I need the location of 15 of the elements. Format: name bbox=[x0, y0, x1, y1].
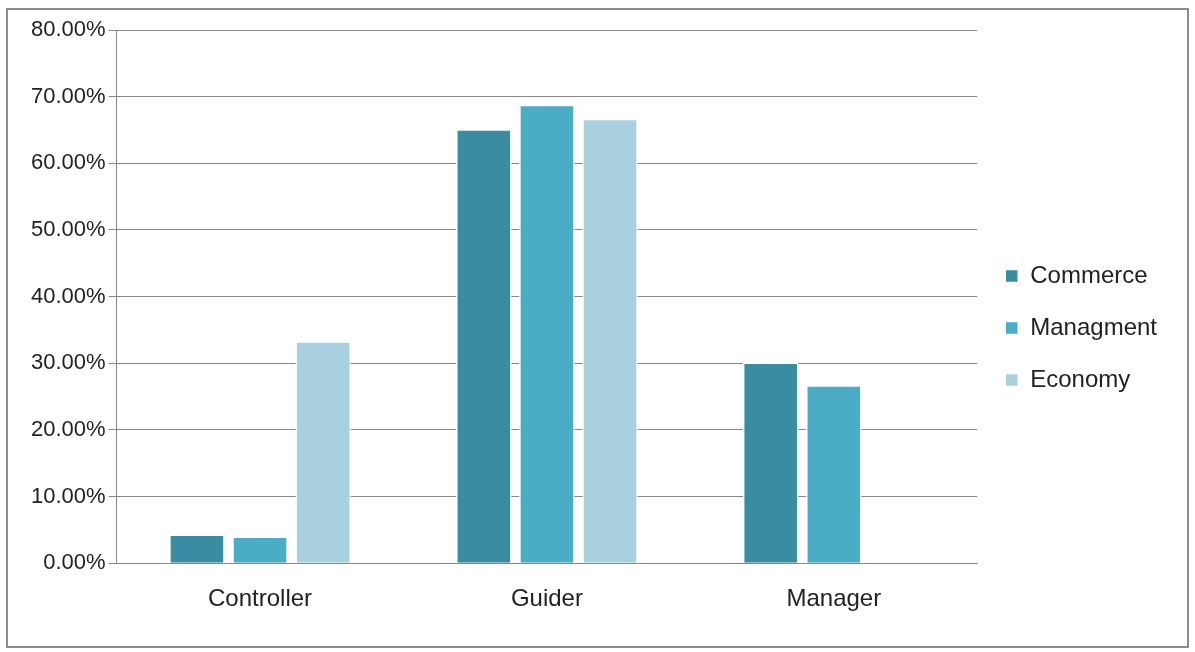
y-tick-label: 60.00% bbox=[30, 149, 106, 175]
y-tick-label: 20.00% bbox=[30, 415, 106, 441]
legend-label: Commerce bbox=[1030, 260, 1148, 288]
legend-label: Economy bbox=[1030, 364, 1131, 392]
y-tick-label: 70.00% bbox=[30, 82, 106, 108]
x-tick-label: Manager bbox=[786, 584, 882, 612]
x-tick-label: Guider bbox=[510, 584, 583, 612]
y-tick-label: 10.00% bbox=[30, 482, 106, 508]
x-tick-label: Controller bbox=[208, 584, 313, 612]
y-tick-label: 40.00% bbox=[30, 282, 106, 308]
y-tick-label: 30.00% bbox=[30, 349, 106, 375]
y-tick-label: 80.00% bbox=[30, 16, 106, 42]
y-tick-label: 50.00% bbox=[30, 216, 106, 242]
y-tick-label: 0.00% bbox=[43, 549, 106, 575]
legend-label: Managment bbox=[1030, 312, 1158, 340]
